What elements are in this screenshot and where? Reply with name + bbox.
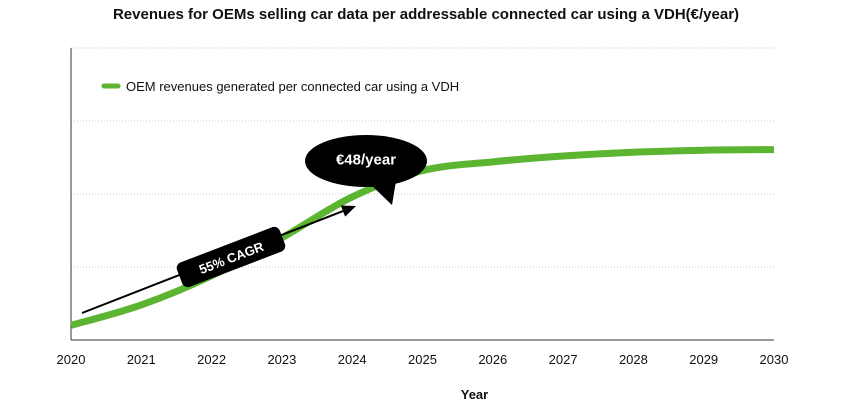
- x-tick-label-2025: 2025: [408, 352, 437, 367]
- speech-bubble-label: €48/year: [336, 152, 396, 169]
- x-tick-label-2026: 2026: [478, 352, 507, 367]
- legend: OEM revenues generated per connected car…: [101, 79, 459, 94]
- cagr-arrow-head-icon: [340, 205, 356, 217]
- x-tick-label-2028: 2028: [619, 352, 648, 367]
- x-tick-label-2030: 2030: [760, 352, 789, 367]
- x-tick-label-2021: 2021: [127, 352, 156, 367]
- cagr-badge: 55% CAGR: [176, 226, 286, 288]
- x-axis-title: Year: [461, 387, 488, 402]
- x-tick-label-2027: 2027: [549, 352, 578, 367]
- x-tick-label-2022: 2022: [197, 352, 226, 367]
- speech-bubble-body: [305, 135, 427, 187]
- legend-label: OEM revenues generated per connected car…: [126, 79, 459, 94]
- chart-title: Revenues for OEMs selling car data per a…: [112, 6, 740, 23]
- x-tick-labels: 2020 2021 2022 2023 2024 2025 2026 2027 2028 2029…: [57, 352, 789, 367]
- x-tick-label-2024: 2024: [338, 352, 367, 367]
- x-tick-label-2020: 2020: [57, 352, 86, 367]
- x-tick-label-2023: 2023: [267, 352, 296, 367]
- x-tick-label-2029: 2029: [689, 352, 718, 367]
- cagr-badge-background: [176, 226, 286, 288]
- series-layer: [70, 146, 775, 329]
- series-line-oem-revenues: [70, 146, 775, 329]
- speech-bubble: €48/year: [305, 135, 427, 205]
- speech-bubble-tail: [368, 181, 396, 205]
